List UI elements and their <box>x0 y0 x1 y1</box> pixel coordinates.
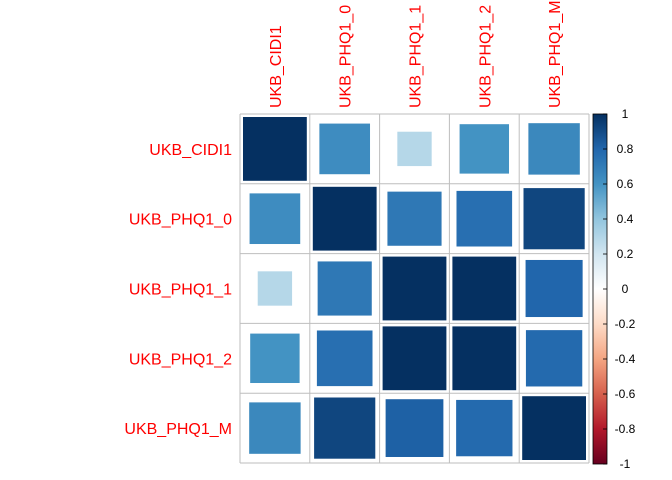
colorbar-tick-label: -0.8 <box>615 422 636 436</box>
cell-ukb-phq1-1-x-ukb-phq1-m <box>525 259 583 318</box>
cell-ukb-phq1-1-x-ukb-cidi1 <box>257 271 293 306</box>
colorbar-tick-label: 0 <box>622 282 629 296</box>
cell-ukb-phq1-0-x-ukb-phq1-2 <box>456 190 513 247</box>
cell-ukb-phq1-0-x-ukb-phq1-0 <box>312 186 377 251</box>
column-label-ukb-phq1-2: UKB_PHQ1_2 <box>477 5 494 108</box>
cell-ukb-phq1-2-x-ukb-phq1-m <box>525 330 583 387</box>
colorbar-tick-label: -1 <box>620 457 631 471</box>
column-label-ukb-phq1-0: UKB_PHQ1_0 <box>338 5 355 108</box>
cell-ukb-cidi1-x-ukb-phq1-1 <box>397 131 432 167</box>
column-label-ukb-phq1-1: UKB_PHQ1_1 <box>408 5 425 108</box>
colorbar-tick-label: 0.6 <box>617 177 634 191</box>
column-labels: UKB_CIDI1 UKB_PHQ1_0 UKB_PHQ1_1 UKB_PHQ1_2 U… <box>268 0 564 108</box>
colorbar-tick-label: 0.2 <box>617 247 634 261</box>
cell-ukb-phq1-2-x-ukb-phq1-2 <box>452 326 517 391</box>
cell-ukb-cidi1-x-ukb-phq1-0 <box>319 123 371 175</box>
colorbar-tick-label: -0.4 <box>615 352 636 366</box>
column-label-ukb-phq1-m: UKB_PHQ1_M <box>547 0 564 108</box>
cell-ukb-phq1-m-x-ukb-phq1-m <box>522 396 586 460</box>
cell-ukb-phq1-0-x-ukb-phq1-m <box>523 188 585 250</box>
correlation-cells <box>243 117 586 460</box>
cell-ukb-phq1-m-x-ukb-phq1-2 <box>456 399 513 457</box>
colorbar: -1 -0.8 -0.6 -0.4 -0.2 0 0.2 0.4 0.6 0.8 1 <box>592 107 636 471</box>
column-label-ukb-cidi1: UKB_CIDI1 <box>268 25 285 108</box>
cell-ukb-cidi1-x-ukb-phq1-2 <box>459 124 510 174</box>
cell-ukb-phq1-1-x-ukb-phq1-2 <box>452 256 517 321</box>
grid-lines <box>239 113 590 464</box>
cell-ukb-phq1-0-x-ukb-phq1-1 <box>387 191 442 246</box>
row-label-ukb-phq1-2: UKB_PHQ1_2 <box>129 351 232 368</box>
colorbar-tick-label: 0.8 <box>617 142 634 156</box>
row-label-ukb-cidi1: UKB_CIDI1 <box>149 142 232 159</box>
row-label-ukb-phq1-m: UKB_PHQ1_M <box>124 421 232 438</box>
colorbar-tick-label: 0.4 <box>617 212 634 226</box>
colorbar-tick-label: -0.6 <box>615 387 636 401</box>
cell-ukb-phq1-1-x-ukb-phq1-1 <box>382 256 447 321</box>
colorbar-tick-label: 1 <box>622 107 629 121</box>
cell-ukb-cidi1-x-ukb-phq1-m <box>528 123 580 175</box>
cell-ukb-phq1-m-x-ukb-cidi1 <box>249 402 301 454</box>
cell-ukb-phq1-0-x-ukb-cidi1 <box>249 193 301 245</box>
colorbar-gradient <box>593 114 607 464</box>
row-label-ukb-phq1-0: UKB_PHQ1_0 <box>129 212 232 229</box>
cell-ukb-phq1-2-x-ukb-cidi1 <box>250 333 300 384</box>
cell-ukb-phq1-m-x-ukb-phq1-0 <box>314 397 376 459</box>
cell-ukb-phq1-2-x-ukb-phq1-1 <box>382 326 447 391</box>
cell-ukb-phq1-1-x-ukb-phq1-0 <box>317 261 372 316</box>
colorbar-tick-label: -0.2 <box>615 317 636 331</box>
cell-ukb-cidi1-x-ukb-cidi1 <box>243 117 307 181</box>
cell-ukb-phq1-2-x-ukb-phq1-0 <box>316 330 373 387</box>
cell-ukb-phq1-m-x-ukb-phq1-1 <box>385 399 444 457</box>
row-label-ukb-phq1-1: UKB_PHQ1_1 <box>129 282 232 299</box>
row-labels: UKB_CIDI1 UKB_PHQ1_0 UKB_PHQ1_1 UKB_PHQ1_2 U… <box>124 142 232 438</box>
